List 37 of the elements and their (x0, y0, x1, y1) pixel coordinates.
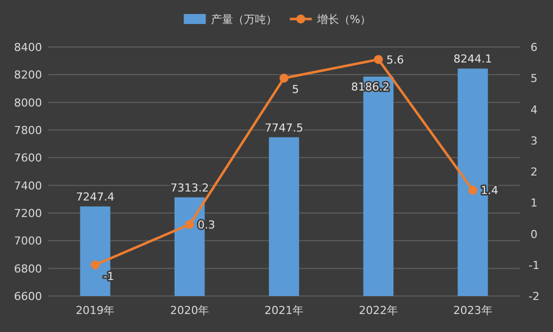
y2-tick-label: -1 (528, 258, 540, 272)
y2-tick-label: -2 (528, 290, 540, 303)
y-tick-label: 7200 (14, 207, 42, 220)
data-label: 5.6 (386, 53, 404, 66)
data-label: 5 (292, 83, 299, 96)
point (468, 186, 478, 195)
y-tick-label: 7000 (14, 234, 42, 248)
x-tick-label: 2020年 (170, 304, 210, 317)
y-tick-label: 7600 (14, 152, 42, 165)
y2-tick-label: 0 (530, 228, 538, 241)
y2-tick-label: 3 (530, 134, 538, 148)
legend-label: 增长（%） (316, 13, 372, 26)
data-label: 7313.2 (170, 181, 209, 194)
y-tick-label: 8400 (14, 41, 42, 54)
y-tick-label: 7400 (14, 179, 42, 192)
y2-tick-label: 2 (530, 166, 538, 178)
x-tick-label: 2019年 (76, 304, 115, 317)
y-tick-label: 8000 (14, 96, 42, 110)
point (90, 260, 100, 270)
x-tick-label: 2022年 (358, 304, 398, 317)
point (280, 74, 288, 83)
point (374, 54, 383, 64)
data-label: 7247.4 (76, 190, 114, 204)
point (185, 220, 194, 229)
y-tick-label: 6800 (14, 262, 42, 276)
y2-tick-label: 4 (530, 103, 538, 116)
data-label: 8244.1 (454, 52, 492, 66)
legend-label: 产量（万吨） (210, 13, 277, 26)
y2-tick-label: 1 (530, 196, 538, 210)
x-tick-label: 2021年 (264, 304, 304, 317)
y-tick-label: 6600 (14, 290, 42, 303)
data-label: 7747.5 (264, 121, 304, 134)
y2-tick-label: 5 (530, 72, 538, 86)
y-tick-label: 8200 (14, 68, 42, 82)
x-tick-label: 2023年 (453, 304, 492, 317)
y2-tick-label: 6 (530, 41, 538, 54)
y-tick-label: 7800 (14, 124, 42, 137)
